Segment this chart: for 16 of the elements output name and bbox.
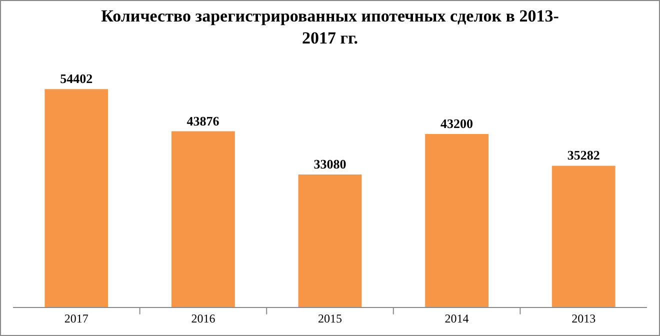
x-tick-label: 2016 <box>191 311 216 326</box>
x-tick-label: 2014 <box>444 311 469 326</box>
x-tick-label: 2017 <box>64 311 88 326</box>
data-label: 43876 <box>186 113 220 128</box>
data-label: 54402 <box>60 71 93 86</box>
bar <box>298 174 362 307</box>
x-tick-label: 2015 <box>318 311 342 326</box>
data-label: 35282 <box>567 148 600 163</box>
bar <box>552 166 616 307</box>
x-tick-label: 2013 <box>572 311 596 326</box>
data-label: 33080 <box>314 156 346 172</box>
bar <box>44 89 108 307</box>
bar <box>172 131 235 307</box>
data-label: 43200 <box>440 116 474 131</box>
bar <box>425 134 488 307</box>
chart-title: Количество зарегистрированных ипотечных сделок в 2013- 2017 гг. <box>101 6 560 48</box>
